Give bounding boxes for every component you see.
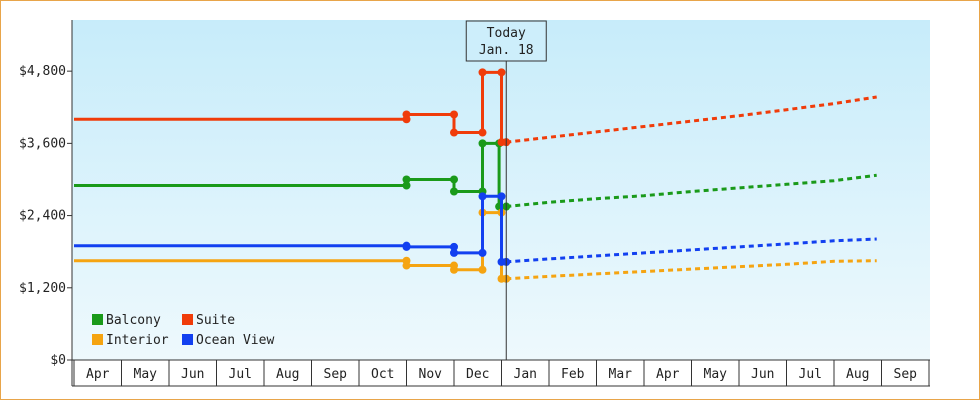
data-point: [478, 128, 487, 137]
today-label: Jan. 18: [479, 43, 534, 58]
month-label: Jan: [514, 367, 537, 382]
series-forecast-ocean-view: [506, 237, 877, 264]
month-label: Oct: [371, 367, 394, 382]
legend-label: Balcony: [106, 313, 161, 328]
month-label: Nov: [419, 367, 443, 382]
month-label: May: [704, 367, 728, 382]
data-point: [478, 248, 487, 257]
data-point: [450, 187, 458, 196]
data-point: [450, 242, 458, 251]
series-forecast-interior: [506, 259, 877, 281]
data-point: [450, 128, 458, 137]
month-label: Feb: [561, 367, 585, 382]
month-label: Apr: [86, 367, 110, 382]
legend-label: Interior: [106, 333, 169, 348]
legend-item: Ocean View: [182, 333, 274, 348]
month-label: Dec: [466, 367, 489, 382]
data-point: [497, 68, 506, 77]
series-forecast-suite: [506, 95, 877, 144]
data-point: [402, 110, 411, 119]
legend-swatch: [182, 334, 193, 345]
data-point: [478, 265, 487, 274]
data-point: [450, 175, 458, 184]
series-suite: [74, 68, 877, 147]
data-point: [402, 242, 411, 251]
series-balcony: [74, 139, 877, 211]
legend-swatch: [92, 334, 103, 345]
data-point: [450, 265, 458, 274]
data-point: [478, 192, 487, 201]
legend-swatch: [92, 314, 103, 325]
month-label: Jun: [181, 367, 204, 382]
data-point: [497, 192, 506, 201]
legend-item: Interior: [92, 333, 169, 348]
month-label: May: [134, 367, 158, 382]
data-point: [478, 139, 487, 148]
y-tick-label: $1,200: [19, 281, 66, 296]
month-label: Mar: [609, 367, 633, 382]
month-label: Sep: [324, 367, 348, 382]
legend-swatch: [182, 314, 193, 325]
y-tick-label: $2,400: [19, 209, 66, 224]
month-label: Aug: [276, 367, 299, 382]
data-point: [402, 181, 411, 190]
data-point: [402, 175, 411, 184]
legend-label: Suite: [196, 313, 235, 328]
month-label: Sep: [894, 367, 918, 382]
today-callout: [465, 20, 547, 62]
month-label: Jul: [799, 367, 822, 382]
data-point: [402, 261, 411, 270]
y-tick-label: $4,800: [19, 64, 66, 79]
month-label: Apr: [656, 367, 680, 382]
y-tick-label: $3,600: [19, 136, 66, 151]
data-point: [450, 248, 458, 257]
month-label: Jun: [751, 367, 774, 382]
data-point: [478, 68, 487, 77]
data-point: [450, 110, 458, 119]
y-tick-label: $0: [50, 353, 66, 368]
legend-item: Balcony: [92, 313, 161, 328]
month-label: Aug: [846, 367, 869, 382]
today-label: Today: [487, 26, 526, 41]
legend-label: Ocean View: [196, 333, 274, 348]
month-label: Jul: [229, 367, 252, 382]
legend-item: Suite: [182, 313, 235, 328]
series-forecast-balcony: [506, 173, 877, 208]
